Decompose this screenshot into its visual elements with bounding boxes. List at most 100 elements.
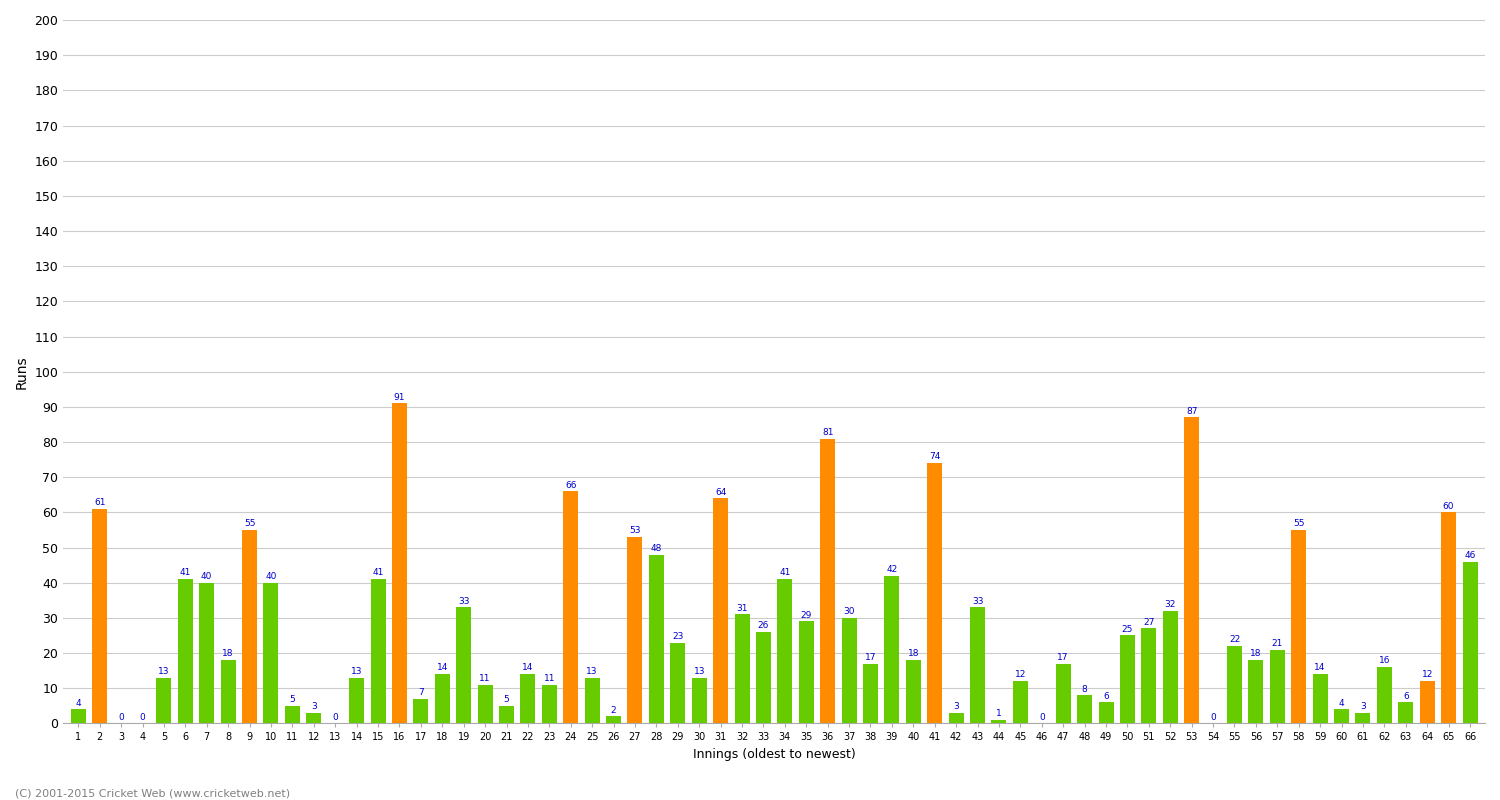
Bar	[1462, 562, 1478, 723]
Text: 4: 4	[75, 698, 81, 707]
Bar	[777, 579, 792, 723]
Bar	[692, 678, 706, 723]
Bar	[285, 706, 300, 723]
Text: 13: 13	[158, 667, 170, 676]
Text: 3: 3	[1360, 702, 1366, 711]
Text: 42: 42	[886, 565, 897, 574]
Bar	[1334, 710, 1348, 723]
Text: 55: 55	[244, 519, 255, 528]
Text: 91: 91	[393, 393, 405, 402]
Text: 4: 4	[1338, 698, 1344, 707]
Bar	[1248, 660, 1263, 723]
Bar	[1120, 635, 1136, 723]
Text: 29: 29	[801, 610, 812, 620]
Text: 17: 17	[864, 653, 876, 662]
Text: 33: 33	[458, 597, 470, 606]
Bar	[650, 554, 664, 723]
Bar	[1184, 418, 1198, 723]
Text: 14: 14	[1314, 663, 1326, 673]
Text: 6: 6	[1402, 691, 1408, 701]
Text: 6: 6	[1102, 691, 1108, 701]
Bar	[1098, 702, 1113, 723]
Text: 5: 5	[290, 695, 296, 704]
Text: 12: 12	[1422, 670, 1432, 679]
Y-axis label: Runs: Runs	[15, 355, 28, 389]
Text: 46: 46	[1464, 551, 1476, 560]
Bar	[627, 537, 642, 723]
Text: 2: 2	[610, 706, 616, 714]
Bar	[435, 674, 450, 723]
Text: 11: 11	[480, 674, 490, 683]
Text: 17: 17	[1058, 653, 1070, 662]
Text: 5: 5	[504, 695, 510, 704]
Bar	[1377, 667, 1392, 723]
Bar	[350, 678, 364, 723]
Text: 1: 1	[996, 709, 1002, 718]
Bar	[1270, 650, 1286, 723]
Bar	[756, 632, 771, 723]
Bar	[927, 463, 942, 723]
Text: 40: 40	[266, 572, 276, 581]
Bar	[414, 698, 429, 723]
Bar	[477, 685, 492, 723]
Bar	[585, 678, 600, 723]
Text: 12: 12	[1014, 670, 1026, 679]
Text: 26: 26	[758, 622, 770, 630]
Bar	[156, 678, 171, 723]
Text: 0: 0	[1210, 713, 1216, 722]
Text: 3: 3	[954, 702, 958, 711]
Bar	[948, 713, 963, 723]
Text: 61: 61	[94, 498, 105, 507]
Text: 18: 18	[222, 650, 234, 658]
Bar	[520, 674, 536, 723]
Bar	[456, 607, 471, 723]
Text: 30: 30	[843, 607, 855, 616]
Bar	[200, 582, 214, 723]
Bar	[1419, 682, 1434, 723]
Text: 11: 11	[543, 674, 555, 683]
Text: 7: 7	[419, 688, 423, 697]
Text: 41: 41	[180, 569, 190, 578]
Bar	[606, 716, 621, 723]
Bar	[992, 720, 1006, 723]
Bar	[1292, 530, 1306, 723]
Bar	[1312, 674, 1328, 723]
Bar	[970, 607, 986, 723]
Bar	[242, 530, 256, 723]
Text: 0: 0	[140, 713, 146, 722]
Bar	[1356, 713, 1371, 723]
Text: 18: 18	[908, 650, 920, 658]
Text: 3: 3	[310, 702, 316, 711]
Text: 13: 13	[586, 667, 598, 676]
Text: 33: 33	[972, 597, 984, 606]
Bar	[306, 713, 321, 723]
Text: (C) 2001-2015 Cricket Web (www.cricketweb.net): (C) 2001-2015 Cricket Web (www.cricketwe…	[15, 788, 290, 798]
Text: 0: 0	[1040, 713, 1044, 722]
Text: 60: 60	[1443, 502, 1455, 510]
Text: 40: 40	[201, 572, 213, 581]
Text: 21: 21	[1272, 638, 1282, 648]
Bar	[670, 642, 686, 723]
Bar	[1013, 682, 1028, 723]
Bar	[92, 509, 106, 723]
Bar	[542, 685, 556, 723]
Bar	[500, 706, 514, 723]
Text: 81: 81	[822, 428, 834, 437]
Text: 66: 66	[566, 481, 576, 490]
Text: 0: 0	[333, 713, 338, 722]
Text: 14: 14	[522, 663, 534, 673]
Text: 0: 0	[118, 713, 124, 722]
Text: 8: 8	[1082, 685, 1088, 694]
Bar	[1142, 629, 1156, 723]
Text: 87: 87	[1186, 406, 1197, 416]
Bar	[392, 403, 406, 723]
Bar	[800, 622, 814, 723]
Bar	[1442, 512, 1456, 723]
Text: 74: 74	[928, 452, 940, 462]
Text: 41: 41	[778, 569, 790, 578]
Bar	[712, 498, 728, 723]
Text: 64: 64	[716, 487, 726, 497]
X-axis label: Innings (oldest to newest): Innings (oldest to newest)	[693, 748, 855, 761]
Text: 31: 31	[736, 604, 748, 613]
Bar	[70, 710, 86, 723]
